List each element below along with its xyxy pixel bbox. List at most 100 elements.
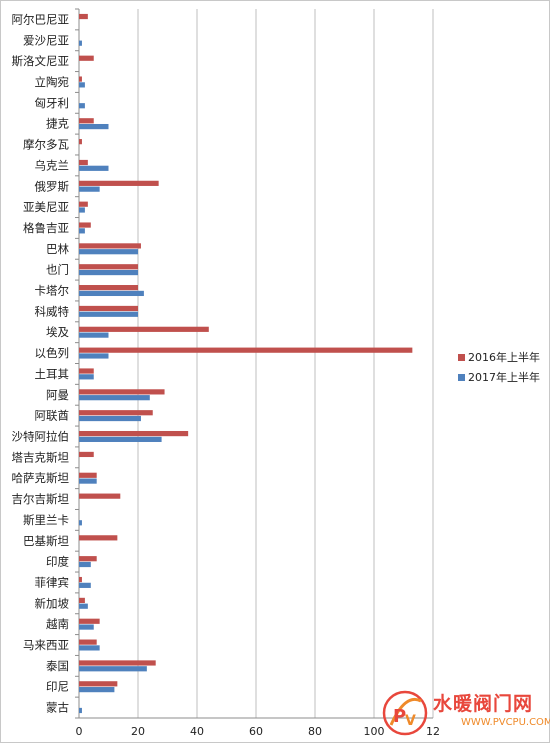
bar-2016 bbox=[79, 180, 159, 186]
bar-2017 bbox=[79, 603, 88, 609]
legend-swatch-2016 bbox=[458, 354, 465, 361]
watermark: P V 水暖阀门网 WWW.PVCPU.COM bbox=[381, 687, 550, 744]
category-label: 越南 bbox=[46, 617, 69, 631]
category-label: 菲律宾 bbox=[35, 575, 70, 589]
bar-2016 bbox=[79, 597, 85, 604]
bar-2016 bbox=[79, 243, 141, 249]
bar-2017 bbox=[79, 228, 85, 234]
bar-2016 bbox=[79, 639, 97, 645]
category-label: 捷克 bbox=[46, 117, 69, 131]
bar-2016 bbox=[79, 556, 97, 562]
category-label: 印尼 bbox=[46, 680, 69, 694]
category-label: 立陶宛 bbox=[35, 75, 70, 89]
bar-2017 bbox=[79, 436, 162, 442]
category-label: 阿曼 bbox=[46, 388, 69, 402]
bar-2017 bbox=[79, 520, 82, 526]
category-label: 新加坡 bbox=[35, 596, 70, 610]
category-label: 科威特 bbox=[35, 304, 70, 318]
bar-2017 bbox=[79, 123, 109, 130]
bar-2017 bbox=[79, 269, 138, 276]
x-tick-label: 12 bbox=[426, 725, 440, 738]
bar-2017 bbox=[79, 707, 82, 714]
x-tick-label: 80 bbox=[308, 725, 322, 738]
bar-2016 bbox=[79, 576, 82, 583]
bar-2016 bbox=[79, 118, 94, 124]
category-label: 卡塔尔 bbox=[35, 284, 70, 298]
bar-2016 bbox=[79, 159, 88, 166]
bar-2017 bbox=[79, 82, 85, 88]
x-tick-label: 100 bbox=[364, 725, 385, 738]
bar-2016 bbox=[79, 472, 97, 478]
bar-2016 bbox=[79, 451, 94, 458]
category-label: 爱沙尼亚 bbox=[23, 33, 69, 47]
category-label: 哈萨克斯坦 bbox=[12, 471, 70, 485]
category-label: 巴林 bbox=[46, 242, 69, 256]
category-label: 斯里兰卡 bbox=[23, 513, 69, 527]
pv-logo-icon: P V bbox=[382, 690, 428, 736]
bar-2016 bbox=[79, 660, 156, 666]
category-label: 印度 bbox=[46, 555, 69, 569]
category-label: 摩尔多瓦 bbox=[23, 138, 69, 152]
bar-2017 bbox=[79, 666, 147, 672]
x-tick-label: 40 bbox=[190, 725, 204, 738]
bar-2016 bbox=[79, 222, 91, 228]
legend-label-2017: 2017年上半年 bbox=[468, 370, 540, 384]
category-label: 斯洛文尼亚 bbox=[12, 54, 70, 68]
legend-label-2016: 2016年上半年 bbox=[468, 350, 540, 364]
category-label: 埃及 bbox=[46, 325, 69, 339]
bar-2016 bbox=[79, 493, 121, 499]
bar-2017 bbox=[79, 374, 94, 380]
bar-2017 bbox=[79, 290, 144, 297]
category-label: 也门 bbox=[46, 263, 69, 277]
bar-2017 bbox=[79, 687, 115, 693]
bar-2016 bbox=[79, 368, 94, 374]
category-label: 土耳其 bbox=[35, 367, 70, 381]
bar-2017 bbox=[79, 353, 109, 359]
bar-2016 bbox=[79, 430, 189, 437]
bar-2016 bbox=[79, 285, 138, 291]
bar-2016 bbox=[79, 389, 165, 395]
legend-swatch-2017 bbox=[458, 374, 465, 381]
category-label: 泰国 bbox=[46, 659, 69, 673]
bar-2016 bbox=[79, 55, 94, 61]
bar-2017 bbox=[79, 478, 97, 484]
bar-2017 bbox=[79, 395, 150, 401]
bar-2016 bbox=[79, 618, 100, 624]
bar-2017 bbox=[79, 103, 85, 109]
category-label: 亚美尼亚 bbox=[23, 200, 69, 214]
category-label: 阿联酋 bbox=[35, 409, 70, 423]
bar-2017 bbox=[79, 645, 100, 651]
bar-2017 bbox=[79, 582, 91, 588]
bar-2016 bbox=[79, 76, 82, 82]
category-label: 吉尔吉斯坦 bbox=[12, 492, 70, 506]
bar-2017 bbox=[79, 186, 100, 192]
bar-2017 bbox=[79, 415, 141, 422]
watermark-url: WWW.PVCPU.COM bbox=[461, 717, 550, 728]
bar-2017 bbox=[79, 332, 109, 338]
bar-2016 bbox=[79, 13, 88, 20]
bar-2017 bbox=[79, 207, 85, 213]
x-tick-label: 0 bbox=[76, 725, 83, 738]
category-label: 乌克兰 bbox=[35, 158, 70, 172]
bar-2016 bbox=[79, 326, 209, 332]
bar-2017 bbox=[79, 40, 82, 46]
svg-text:V: V bbox=[405, 713, 416, 729]
category-label: 格鲁吉亚 bbox=[23, 221, 69, 235]
x-tick-label: 20 bbox=[131, 725, 145, 738]
category-label: 马来西亚 bbox=[23, 638, 69, 652]
bar-2017 bbox=[79, 311, 138, 317]
category-label: 沙特阿拉伯 bbox=[12, 429, 70, 443]
bar-2016 bbox=[79, 201, 88, 207]
category-label: 匈牙利 bbox=[35, 96, 70, 110]
bar-2016 bbox=[79, 305, 138, 312]
bar-2017 bbox=[79, 165, 109, 171]
category-label: 蒙古 bbox=[46, 701, 69, 715]
bar-2016 bbox=[79, 264, 138, 270]
bar-2017 bbox=[79, 561, 91, 568]
bar-2016 bbox=[79, 681, 118, 687]
bar-2016 bbox=[79, 139, 82, 145]
bar-2017 bbox=[79, 249, 138, 255]
category-label: 以色列 bbox=[35, 346, 70, 360]
